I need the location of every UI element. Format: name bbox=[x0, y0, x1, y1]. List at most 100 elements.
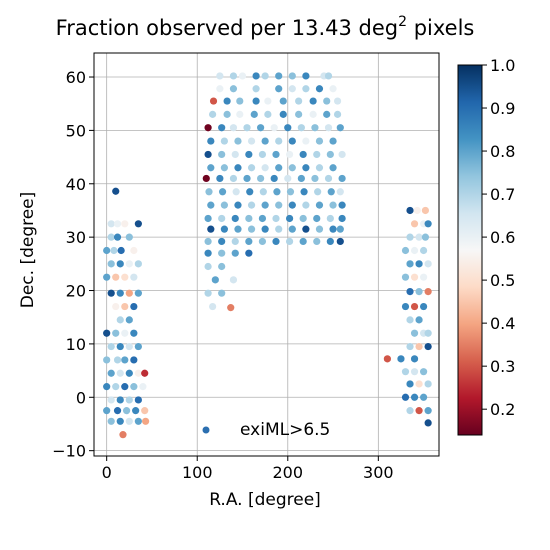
data-point bbox=[211, 276, 219, 284]
data-point bbox=[420, 368, 428, 376]
data-point bbox=[272, 214, 280, 223]
data-point bbox=[116, 289, 124, 297]
data-point bbox=[220, 164, 228, 172]
data-point bbox=[112, 302, 120, 311]
data-point bbox=[424, 329, 432, 337]
data-point bbox=[401, 393, 410, 401]
data-point bbox=[103, 383, 111, 391]
data-point bbox=[107, 396, 115, 404]
data-point bbox=[421, 206, 430, 215]
data-point bbox=[329, 85, 337, 93]
data-point bbox=[229, 124, 238, 132]
data-point bbox=[288, 137, 296, 145]
y-tick-label: 20 bbox=[66, 282, 86, 301]
data-point bbox=[288, 72, 296, 80]
data-point bbox=[125, 289, 133, 297]
data-point bbox=[245, 237, 253, 246]
data-point bbox=[326, 214, 334, 223]
data-point bbox=[275, 137, 283, 145]
data-point bbox=[261, 225, 269, 233]
data-point bbox=[121, 302, 129, 311]
data-point bbox=[113, 220, 122, 228]
data-point bbox=[279, 97, 287, 105]
data-point bbox=[103, 273, 111, 281]
data-point bbox=[116, 342, 124, 351]
data-point bbox=[250, 110, 258, 118]
legend: exiML>6.5 bbox=[202, 420, 330, 440]
y-tick-label: 10 bbox=[66, 335, 86, 354]
data-point bbox=[415, 287, 423, 296]
data-point bbox=[234, 225, 242, 233]
data-point bbox=[247, 164, 256, 172]
data-point bbox=[333, 97, 342, 105]
data-point bbox=[338, 201, 346, 209]
data-point bbox=[415, 260, 423, 268]
data-point bbox=[315, 225, 324, 233]
data-point bbox=[302, 164, 310, 172]
data-point bbox=[302, 201, 310, 209]
data-point bbox=[329, 137, 337, 145]
colorbar-ticks: 0.2 0.3 0.4 0.5 0.6 0.7 0.8 0.9 1.0 bbox=[482, 56, 515, 419]
data-point bbox=[324, 124, 333, 132]
colorbar-tick-label: 0.5 bbox=[490, 271, 515, 290]
data-point bbox=[327, 188, 335, 196]
data-point bbox=[315, 85, 324, 93]
data-point bbox=[410, 302, 419, 311]
data-point bbox=[302, 72, 310, 80]
data-point bbox=[285, 214, 294, 223]
data-point bbox=[218, 237, 226, 246]
data-point bbox=[323, 97, 331, 105]
plot-frame bbox=[93, 52, 440, 457]
data-point bbox=[204, 249, 212, 257]
data-point bbox=[121, 220, 129, 228]
data-point bbox=[207, 225, 215, 233]
data-point bbox=[245, 150, 253, 159]
data-point bbox=[299, 214, 307, 223]
data-point bbox=[420, 273, 428, 281]
y-tick-label: 50 bbox=[66, 121, 86, 140]
data-point bbox=[275, 201, 283, 209]
data-point bbox=[261, 137, 269, 145]
data-point bbox=[220, 201, 228, 209]
data-point bbox=[413, 206, 421, 215]
data-point bbox=[130, 246, 138, 255]
data-point bbox=[245, 214, 253, 223]
data-point bbox=[383, 355, 391, 363]
data-point bbox=[234, 164, 242, 172]
data-point bbox=[264, 97, 272, 105]
data-point bbox=[113, 407, 122, 415]
data-point bbox=[218, 124, 226, 132]
data-point bbox=[297, 124, 305, 132]
data-point bbox=[116, 316, 124, 324]
data-point bbox=[275, 85, 283, 93]
data-point bbox=[421, 233, 430, 241]
data-point bbox=[424, 419, 432, 427]
data-point bbox=[410, 246, 419, 255]
data-point bbox=[410, 329, 419, 337]
title-superscript: 2 bbox=[398, 14, 407, 30]
data-point bbox=[314, 188, 322, 196]
data-point bbox=[134, 396, 142, 404]
data-point bbox=[424, 220, 432, 228]
data-point bbox=[112, 329, 120, 337]
data-point bbox=[270, 124, 278, 132]
data-point bbox=[134, 289, 142, 297]
data-point bbox=[204, 214, 212, 223]
data-point bbox=[272, 150, 280, 159]
data-point bbox=[297, 174, 305, 183]
data-point bbox=[204, 262, 212, 271]
data-point bbox=[234, 137, 242, 145]
data-point bbox=[336, 124, 344, 132]
data-point bbox=[134, 342, 142, 351]
data-point bbox=[209, 97, 218, 105]
gridlines bbox=[94, 53, 439, 456]
data-point bbox=[424, 342, 432, 351]
data-point bbox=[130, 356, 138, 364]
data-point bbox=[216, 72, 224, 80]
x-tick-label: 0 bbox=[102, 463, 112, 482]
data-point bbox=[284, 124, 292, 132]
data-point bbox=[130, 383, 138, 391]
data-point bbox=[313, 214, 321, 223]
data-point bbox=[216, 85, 224, 93]
